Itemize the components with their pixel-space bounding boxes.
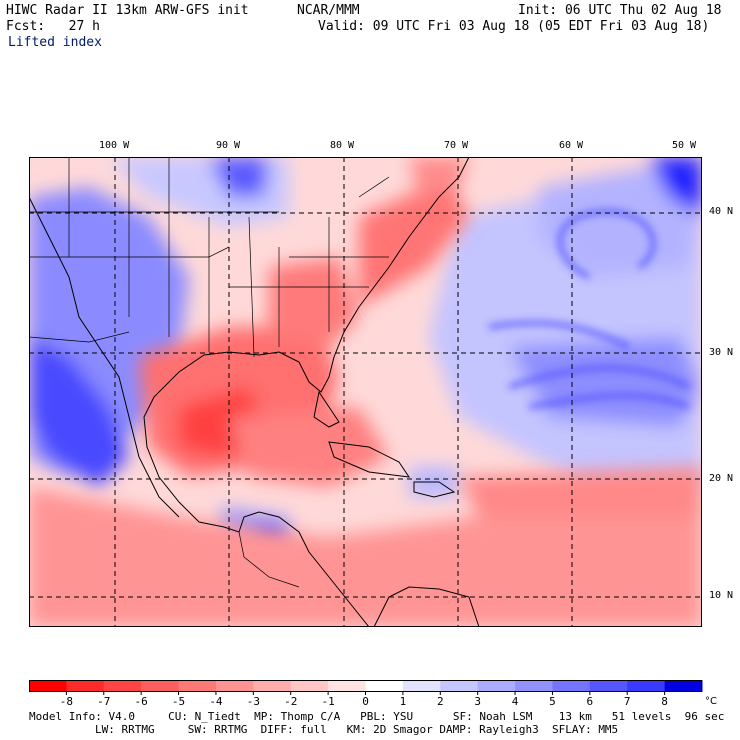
colorbar-tick-label: 7 <box>624 695 631 708</box>
colorbar-cell <box>552 680 591 692</box>
colorbar-tick-label: 3 <box>474 695 481 708</box>
colorbar-unit: °C <box>705 696 717 707</box>
lon-label-100w: 100 W <box>99 140 130 151</box>
political-boundaries <box>29 157 390 588</box>
model-info-line2: LW: RRTMG SW: RRTMG DIFF: full KM: 2D Sm… <box>95 723 619 736</box>
colorbar-tick-label: -1 <box>321 695 334 708</box>
field-name: Lifted index <box>8 35 102 50</box>
colorbar-cell <box>141 680 180 692</box>
organization: NCAR/MMM <box>297 3 360 18</box>
product-title: HIWC Radar II 13km ARW-GFS init <box>6 3 249 18</box>
colorbar-frame <box>29 680 702 692</box>
colorbar-tick-label: -3 <box>247 695 260 708</box>
lat-lon-grid <box>29 157 702 627</box>
colorbar-tick-label: 4 <box>512 695 519 708</box>
colorbar: -8 -7 -6 -5 -4 -3 -2 -1 0 1 2 3 4 5 6 7 8 °C <box>29 680 717 708</box>
colorbar-cell <box>402 680 441 692</box>
colorbar-cell <box>215 680 254 692</box>
colorbar-cell <box>589 680 628 692</box>
colorbar-tick-label: -4 <box>209 695 223 708</box>
lon-label-80w: 80 W <box>330 140 355 151</box>
colorbar-cell <box>103 680 142 692</box>
valid-time: Valid: 09 UTC Fri 03 Aug 18 (05 EDT Fri … <box>318 19 710 34</box>
colorbar-tick-label: 8 <box>661 695 668 708</box>
lon-label-60w: 60 W <box>559 140 584 151</box>
colorbar-cell <box>29 680 67 692</box>
map-frame <box>29 157 702 627</box>
colorbar-cell <box>477 680 516 692</box>
colorbar-cell <box>328 680 366 692</box>
colorbar-cells <box>29 680 703 692</box>
colorbar-tick-label: -2 <box>284 695 297 708</box>
model-info-line1: Model Info: V4.0 CU: N_Tiedt MP: Thomp C… <box>29 710 725 723</box>
colorbar-ticks: -8 -7 -6 -5 -4 -3 -2 -1 0 1 2 3 4 5 6 7 8 °C <box>60 692 717 708</box>
colorbar-tick-label: -5 <box>172 695 185 708</box>
colorbar-cell <box>253 680 292 692</box>
colorbar-tick-label: -7 <box>97 695 110 708</box>
lon-label-90w: 90 W <box>216 140 241 151</box>
colorbar-tick-label: -6 <box>135 695 148 708</box>
forecast-hour: Fcst: 27 h <box>6 19 100 34</box>
colorbar-cell <box>178 680 217 692</box>
lat-label-10n: 10 N <box>709 590 734 601</box>
lon-label-70w: 70 W <box>444 140 469 151</box>
colorbar-cell <box>664 680 703 692</box>
colorbar-cell <box>290 680 329 692</box>
colorbar-tick-label: 1 <box>400 695 407 708</box>
colorbar-tick-label: 0 <box>362 695 369 708</box>
colorbar-cell <box>515 680 553 692</box>
colorbar-cell <box>66 680 105 692</box>
lat-label-20n: 20 N <box>709 473 734 484</box>
lat-label-40n: 40 N <box>709 206 734 217</box>
colorbar-tick-label: -8 <box>60 695 73 708</box>
colorbar-tick-label: 2 <box>437 695 444 708</box>
swirl-streaks <box>488 209 691 410</box>
colorbar-cell <box>365 680 404 692</box>
lat-label-30n: 30 N <box>709 347 734 358</box>
colorbar-cell <box>627 680 666 692</box>
lifted-index-map <box>29 157 702 627</box>
colorbar-cell <box>440 680 479 692</box>
init-time: Init: 06 UTC Thu 02 Aug 18 <box>518 3 722 18</box>
colorbar-tick-label: 5 <box>549 695 556 708</box>
colorbar-tick-label: 6 <box>587 695 594 708</box>
lon-label-50w: 50 W <box>672 140 697 151</box>
